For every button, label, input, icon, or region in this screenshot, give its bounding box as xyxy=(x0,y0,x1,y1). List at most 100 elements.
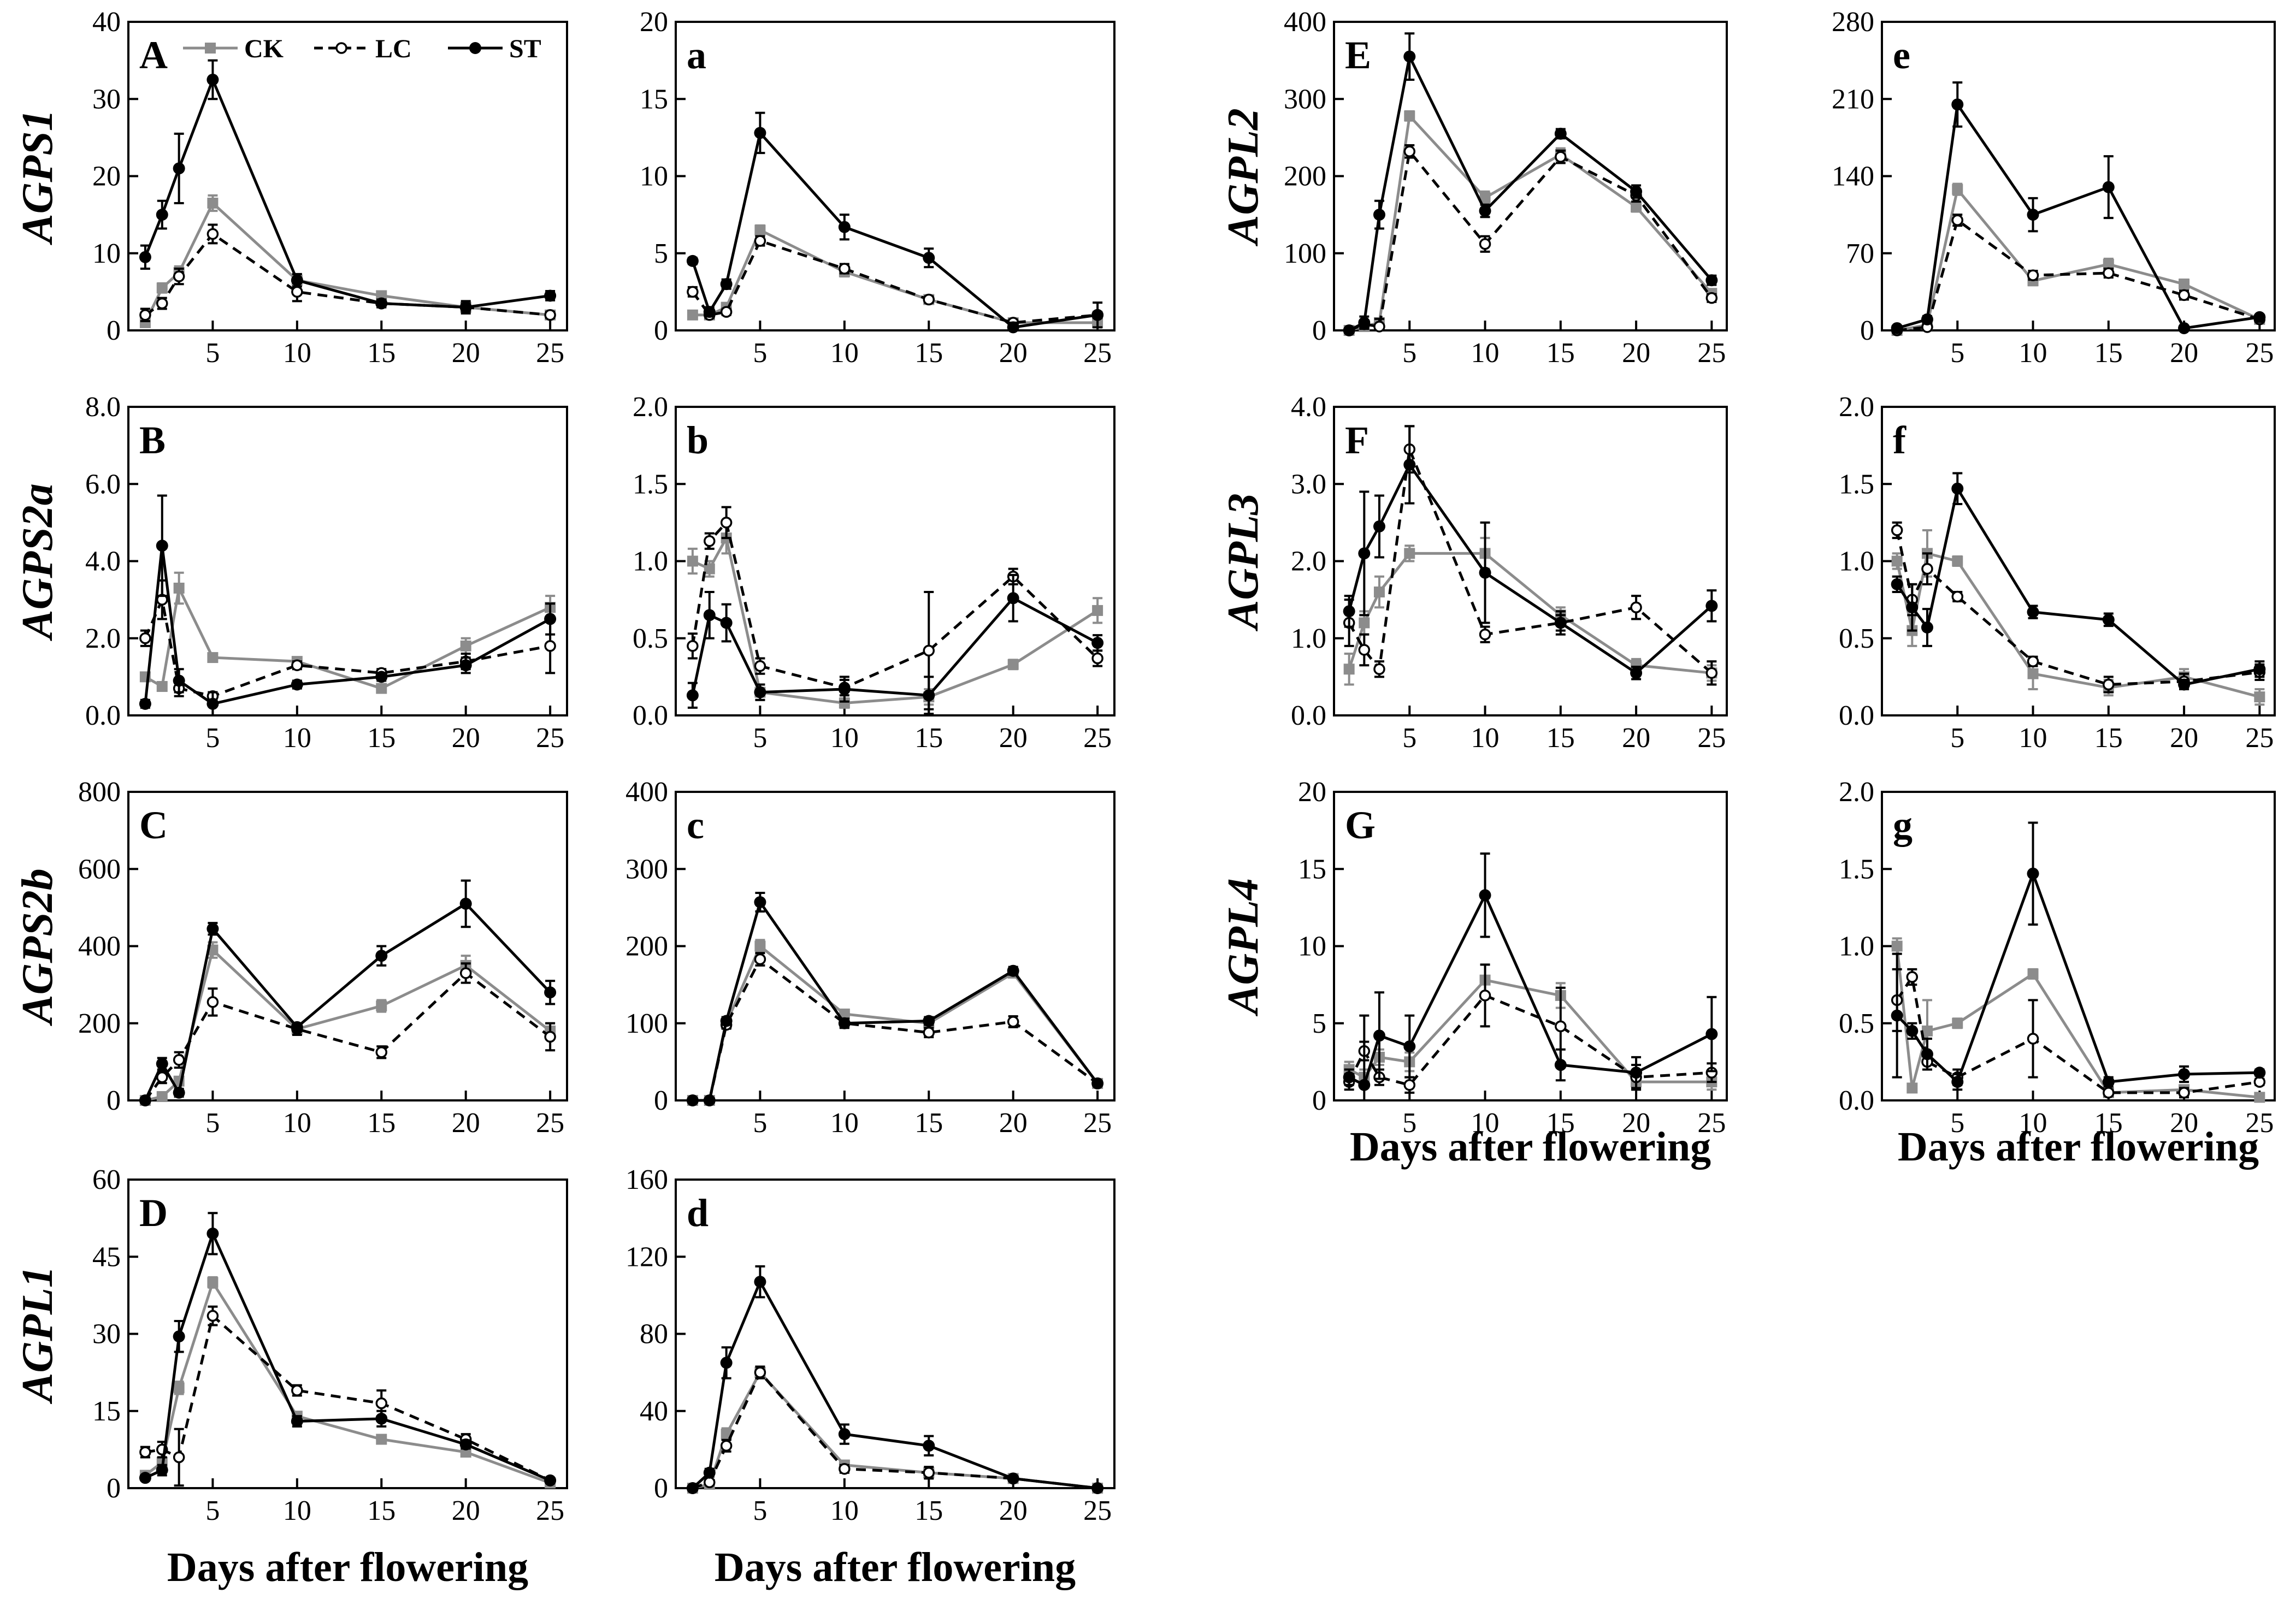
x-tick-label: 20 xyxy=(2170,722,2198,754)
data-point xyxy=(2254,1092,2265,1103)
series-CK xyxy=(139,194,556,328)
data-point xyxy=(923,293,935,306)
series-line xyxy=(692,945,1099,1102)
data-point xyxy=(1705,667,1718,679)
series-LC xyxy=(139,1305,556,1487)
legend-marker xyxy=(335,42,347,54)
x-tick-label: 15 xyxy=(2094,337,2123,369)
x-tick-label: 20 xyxy=(1622,1108,1650,1139)
data-point xyxy=(459,301,472,313)
x-tick-label: 15 xyxy=(367,1495,396,1526)
panel-d: 0 40 80 120 160 5 10 15 20 25 d xyxy=(625,1164,1115,1526)
data-point xyxy=(703,1094,716,1106)
series-line xyxy=(1897,188,2260,332)
data-point xyxy=(1921,1048,1933,1061)
data-point xyxy=(1921,562,1933,575)
data-point xyxy=(720,278,733,291)
data-point xyxy=(754,953,766,966)
x-tick-label: 10 xyxy=(1471,722,1500,754)
series-CK xyxy=(1891,937,2265,1103)
series-line xyxy=(1896,530,2260,686)
data-point xyxy=(1554,617,1567,629)
data-point xyxy=(1906,1024,1919,1037)
data-point xyxy=(1951,214,1964,226)
data-point xyxy=(1091,652,1103,665)
data-point xyxy=(1403,1040,1416,1053)
data-point xyxy=(2103,1087,2115,1099)
y-tick-label: 1.5 xyxy=(1839,469,1874,500)
data-point xyxy=(2027,867,2039,880)
data-point xyxy=(838,1017,851,1029)
data-point xyxy=(1403,1079,1416,1091)
x-tick-label: 20 xyxy=(452,1495,480,1526)
x-tick-label: 10 xyxy=(830,1495,859,1526)
series-line xyxy=(1896,975,2260,1094)
x-axis-title: Days after flowering xyxy=(1898,1124,2259,1170)
data-point xyxy=(1343,605,1355,618)
data-point xyxy=(754,660,766,672)
y-tick-label: 1.0 xyxy=(1839,931,1874,962)
panel-letter: e xyxy=(1893,33,1910,77)
x-tick-label: 25 xyxy=(1083,1108,1112,1139)
data-point xyxy=(1373,1029,1385,1042)
y-tick-label: 45 xyxy=(92,1241,121,1272)
series-LC xyxy=(687,952,1103,1106)
data-point xyxy=(1554,127,1567,140)
data-point xyxy=(1921,1025,1933,1037)
y-tick-label: 100 xyxy=(625,1008,668,1039)
series-line xyxy=(692,228,1098,324)
x-tick-label: 15 xyxy=(914,1495,943,1526)
data-point xyxy=(291,286,303,298)
data-point xyxy=(1479,889,1491,902)
data-point xyxy=(139,1472,151,1484)
series-line xyxy=(144,78,551,309)
series-LC xyxy=(1343,963,1718,1094)
y-tick-label: 3.0 xyxy=(1291,469,1326,500)
y-tick-label: 2.0 xyxy=(1839,392,1874,423)
data-point xyxy=(173,1451,185,1464)
series-ST xyxy=(686,1265,1104,1494)
y-tick-label: 0.0 xyxy=(633,700,668,731)
x-tick-label: 25 xyxy=(1697,722,1726,754)
panel-f: 0.0 0.5 1.0 1.5 2.0 5 10 15 20 25 f xyxy=(1839,392,2276,754)
x-tick-label: 5 xyxy=(1402,337,1416,369)
y-tick-label: 280 xyxy=(1832,7,1874,38)
data-point xyxy=(156,1091,168,1102)
plot-frame xyxy=(1881,791,2276,1101)
x-tick-label: 25 xyxy=(2245,722,2274,754)
gene-label: AGPL2 xyxy=(1219,108,1267,247)
data-point xyxy=(1891,555,1903,567)
data-point xyxy=(838,1428,851,1441)
data-point xyxy=(1479,192,1491,204)
data-point xyxy=(1403,50,1416,63)
y-tick-label: 20 xyxy=(92,161,121,192)
series-CK xyxy=(687,1365,1103,1494)
data-point xyxy=(754,224,766,236)
x-tick-label: 5 xyxy=(1950,337,1964,369)
panel-letter: c xyxy=(687,803,704,847)
data-point xyxy=(2027,655,2039,667)
data-point xyxy=(1907,1082,1918,1094)
gene-label: AGPL1 xyxy=(14,1266,62,1405)
y-tick-label: 400 xyxy=(1284,7,1326,38)
x-tick-label: 20 xyxy=(452,1108,480,1139)
data-point xyxy=(687,286,699,298)
data-point xyxy=(460,640,471,652)
legend-label: CK xyxy=(244,34,284,63)
data-point xyxy=(1091,309,1104,321)
data-point xyxy=(2178,1087,2190,1099)
x-tick-label: 15 xyxy=(1547,337,1575,369)
series-ST xyxy=(686,111,1104,334)
data-point xyxy=(703,1466,716,1479)
panel-letter: d xyxy=(687,1191,709,1235)
data-point xyxy=(1921,621,1933,633)
panel-e: 0 70 140 210 280 5 10 15 20 25 e xyxy=(1832,7,2276,369)
panel-G: 0 5 10 15 20 5 10 15 20 25 G AGPL4 xyxy=(1219,777,1728,1139)
y-tick-label: 8.0 xyxy=(85,392,121,423)
data-point xyxy=(2254,691,2265,703)
x-tick-label: 10 xyxy=(283,1108,311,1139)
panel-letter: a xyxy=(687,33,706,77)
y-tick-label: 100 xyxy=(1284,238,1326,269)
data-point xyxy=(1343,664,1355,675)
y-tick-label: 15 xyxy=(640,84,668,115)
